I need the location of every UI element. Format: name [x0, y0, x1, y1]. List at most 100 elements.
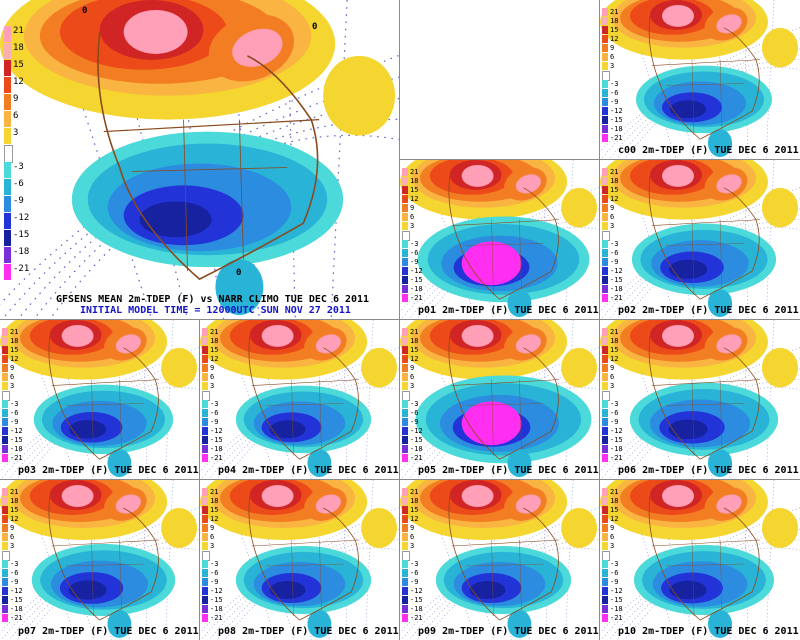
colorbar-swatch	[602, 125, 608, 133]
longitude-gridline	[253, 320, 294, 479]
colorbar-label: -6	[410, 249, 419, 257]
map-panel-p10: 21 18 15 12 9 6 3 -3 -6 -9 -12 -15 -18 -21 p10 2m-TDEP…	[600, 480, 800, 640]
colorbar-label: -6	[10, 409, 19, 417]
colorbar-swatch	[2, 488, 8, 496]
colorbar-swatch	[402, 240, 408, 248]
latitude-gridline	[400, 198, 599, 319]
panel-title: p06 2m-TDEP (F) TUE DEC 6 2011	[618, 465, 799, 476]
colorbar-label: 9	[610, 364, 615, 372]
colorbar-label: 15	[410, 346, 419, 354]
colorbar-label: -18	[410, 285, 423, 293]
warm-anomaly-region	[461, 324, 494, 347]
panel-title: p04 2m-TDEP (F) TUE DEC 6 2011	[218, 465, 399, 476]
colorbar-swatch	[4, 94, 11, 110]
colorbar-swatch	[602, 258, 608, 266]
country-border	[651, 539, 761, 547]
warm-anomaly-region	[762, 187, 798, 228]
contour-label-zero: 0	[312, 22, 318, 32]
colorbar-label: -15	[610, 276, 623, 284]
map-layer	[600, 0, 800, 159]
warm-anomaly-region	[515, 494, 541, 514]
colorbar-swatch	[2, 382, 8, 390]
cold-anomaly-region	[469, 581, 506, 599]
longitude-gridline	[743, 480, 749, 640]
colorbar-label: -21	[210, 614, 223, 622]
colorbar-swatch	[402, 168, 408, 176]
colorbar-label: -12	[10, 427, 23, 435]
warm-anomaly-region	[662, 4, 694, 27]
colorbar-label: -12	[410, 427, 423, 435]
colorbar-label: -3	[410, 240, 419, 248]
latitude-gridline	[400, 518, 599, 640]
colorbar-swatch	[4, 128, 11, 144]
colorbar-swatch	[4, 179, 11, 195]
contour-label-zero: 0	[236, 268, 242, 278]
map-layer	[0, 480, 199, 640]
colorbar-swatch	[202, 605, 208, 613]
colorbar-swatch	[402, 445, 408, 453]
colorbar-swatch	[2, 427, 8, 435]
longitude-gridline	[564, 480, 574, 640]
colorbar-label: -21	[410, 614, 423, 622]
latitude-gridline	[216, 379, 399, 479]
colorbar-swatch	[602, 204, 608, 212]
colorbar-swatch	[602, 98, 608, 106]
panel-separator	[0, 479, 800, 480]
country-border	[103, 119, 320, 133]
colorbar-label: 3	[13, 128, 19, 138]
colorbar-label: 15	[10, 346, 19, 354]
colorbar-swatch	[602, 62, 608, 70]
colorbar-swatch	[202, 355, 208, 363]
colorbar-label: 6	[610, 53, 615, 61]
country-border	[451, 379, 560, 386]
colorbar-label: 3	[610, 382, 615, 390]
colorbar-label: -18	[610, 285, 623, 293]
warm-anomaly-region	[762, 508, 798, 548]
colorbar-swatch	[402, 276, 408, 284]
colorbar-swatch	[602, 418, 608, 426]
colorbar-label: -9	[210, 418, 219, 426]
latitude-gridline	[416, 539, 599, 640]
colorbar-swatch	[402, 222, 408, 230]
state-border	[65, 379, 144, 456]
colorbar-swatch	[202, 436, 208, 444]
colorbar-label: 6	[610, 373, 615, 381]
longitude-gridline	[743, 160, 749, 319]
warm-anomaly-region	[232, 28, 283, 67]
colorbar-swatch	[602, 614, 608, 622]
colorbar-label: 21	[410, 168, 419, 176]
colorbar-swatch	[602, 497, 608, 505]
colorbar-label: 12	[210, 515, 219, 523]
colorbar-label: -21	[610, 614, 623, 622]
colorbar-swatch	[602, 542, 608, 550]
colorbar-label: 3	[410, 222, 415, 230]
colorbar-swatch	[602, 213, 608, 221]
colorbar-label: -18	[610, 445, 623, 453]
colorbar-label: -3	[410, 400, 419, 408]
colorbar-swatch	[602, 168, 608, 176]
colorbar-label: -12	[210, 427, 223, 435]
temperature-anomaly-map	[200, 480, 399, 640]
colorbar-swatch	[602, 294, 608, 302]
colorbar-label: -12	[610, 267, 623, 275]
cold-anomaly-region	[670, 100, 706, 119]
colorbar-swatch	[402, 596, 408, 604]
temperature-anomaly-map	[400, 480, 599, 640]
colorbar-swatch	[602, 249, 608, 257]
colorbar-swatch	[402, 337, 408, 345]
colorbar-label: 18	[610, 337, 619, 345]
colorbar-swatch	[202, 400, 208, 408]
latitude-gridline	[0, 518, 199, 640]
state-border	[465, 219, 544, 296]
warm-anomaly-region	[361, 347, 398, 388]
colorbar-swatch	[202, 587, 208, 595]
colorbar-swatch	[602, 427, 608, 435]
colorbar-swatch	[202, 524, 208, 532]
colorbar-label: 9	[610, 524, 615, 532]
warm-anomaly-region	[261, 485, 294, 507]
panel-title: c00 2m-TDEP (F) TUE DEC 6 2011	[618, 145, 799, 156]
colorbar-label: 21	[610, 8, 619, 16]
country-border	[51, 379, 160, 386]
colorbar-swatch	[4, 162, 11, 178]
